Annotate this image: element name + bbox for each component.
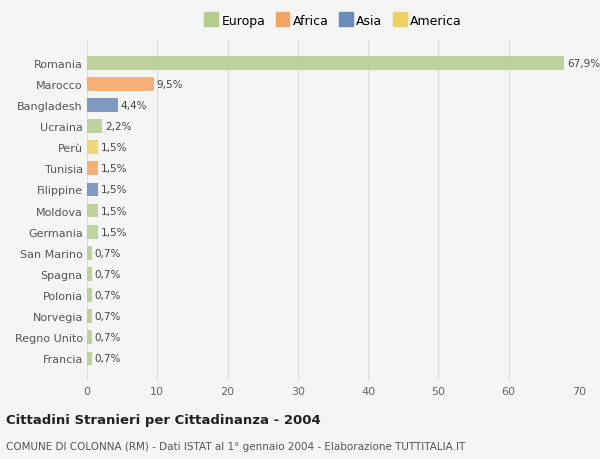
Text: 67,9%: 67,9% <box>567 59 600 68</box>
Bar <box>87 225 98 239</box>
Text: 1,5%: 1,5% <box>100 206 127 216</box>
Text: 0,7%: 0,7% <box>95 269 121 280</box>
Bar <box>87 141 98 155</box>
Text: Cittadini Stranieri per Cittadinanza - 2004: Cittadini Stranieri per Cittadinanza - 2… <box>6 413 321 426</box>
Text: 9,5%: 9,5% <box>157 80 183 90</box>
Bar <box>87 310 92 324</box>
Bar <box>87 183 98 197</box>
Text: 1,5%: 1,5% <box>100 185 127 195</box>
Text: 1,5%: 1,5% <box>100 143 127 153</box>
Text: 4,4%: 4,4% <box>121 101 147 111</box>
Bar <box>87 352 92 365</box>
Text: 0,7%: 0,7% <box>95 333 121 342</box>
Legend: Europa, Africa, Asia, America: Europa, Africa, Asia, America <box>204 15 462 28</box>
Bar <box>87 331 92 344</box>
Bar <box>87 289 92 302</box>
Bar <box>87 99 118 112</box>
Text: 0,7%: 0,7% <box>95 291 121 301</box>
Text: 2,2%: 2,2% <box>105 122 132 132</box>
Text: 1,5%: 1,5% <box>100 164 127 174</box>
Bar <box>87 78 154 91</box>
Bar <box>87 204 98 218</box>
Bar <box>87 120 103 134</box>
Text: 0,7%: 0,7% <box>95 248 121 258</box>
Bar <box>87 268 92 281</box>
Text: COMUNE DI COLONNA (RM) - Dati ISTAT al 1° gennaio 2004 - Elaborazione TUTTITALIA: COMUNE DI COLONNA (RM) - Dati ISTAT al 1… <box>6 441 465 451</box>
Text: 0,7%: 0,7% <box>95 312 121 321</box>
Bar <box>87 162 98 176</box>
Bar <box>87 246 92 260</box>
Text: 1,5%: 1,5% <box>100 227 127 237</box>
Text: 0,7%: 0,7% <box>95 354 121 364</box>
Bar <box>87 57 564 70</box>
